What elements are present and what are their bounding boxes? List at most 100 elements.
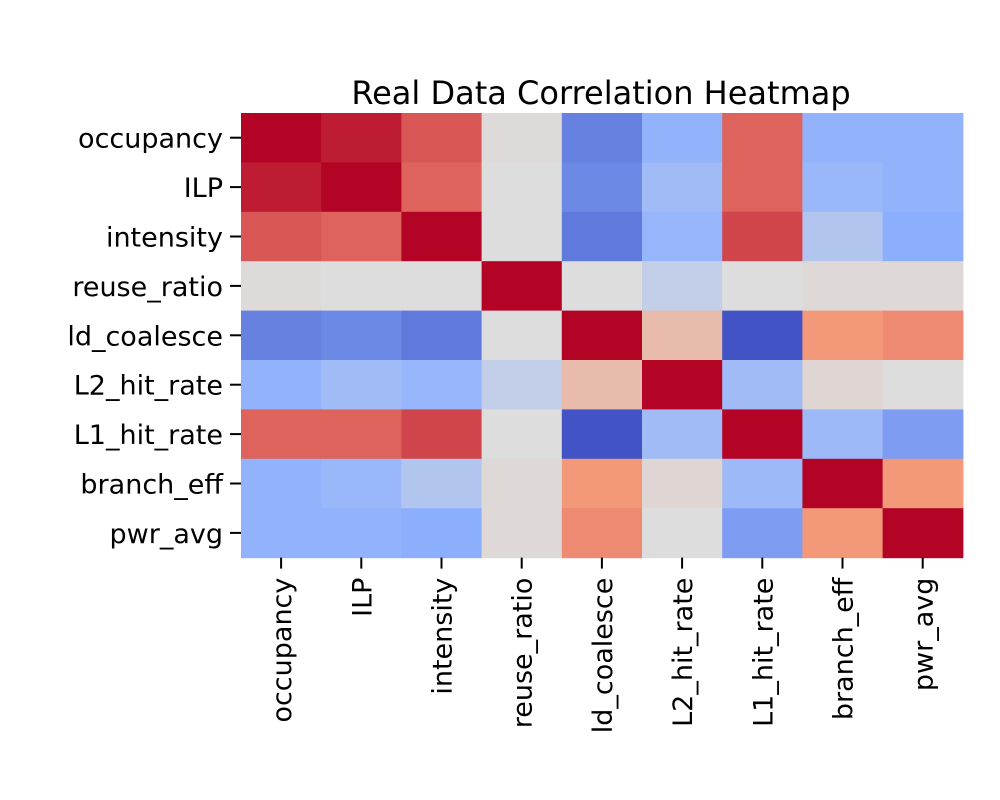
heatmap-cell-ld_coalesce-L2_hit_rate <box>642 310 723 361</box>
heatmap-cell-L2_hit_rate-L1_hit_rate <box>722 360 803 410</box>
heatmap-cell-pwr_avg-branch_eff <box>802 508 884 559</box>
heatmap-cell-occupancy-L2_hit_rate <box>642 113 723 163</box>
x-tick-label: ld_coalesce <box>588 578 619 734</box>
heatmap-cell-intensity-pwr_avg <box>882 211 964 262</box>
x-tick-label: pwr_avg <box>909 578 940 691</box>
y-axis-ticks: occupancy ILP intensity reuse_ratio ld_coale… <box>67 124 241 550</box>
heatmap-cell-intensity-reuse_ratio <box>481 211 563 262</box>
heatmap-cell-L2_hit_rate-L2_hit_rate <box>642 360 723 410</box>
heatmap-cell-L1_hit_rate-reuse_ratio <box>481 409 563 460</box>
heatmap-cell-ld_coalesce-branch_eff <box>802 310 884 361</box>
heatmap-cell-ld_coalesce-intensity <box>401 310 483 361</box>
heatmap-cell-L2_hit_rate-occupancy <box>241 360 322 410</box>
heatmap-cell-occupancy-branch_eff <box>802 113 884 163</box>
heatmap-cell-pwr_avg-L2_hit_rate <box>642 508 723 559</box>
heatmap-cell-L1_hit_rate-ILP <box>321 409 402 460</box>
heatmap-cell-occupancy-ILP <box>321 113 402 163</box>
heatmap-cell-branch_eff-branch_eff <box>802 458 884 509</box>
heatmap-cell-branch_eff-pwr_avg <box>882 458 964 509</box>
heatmap-cell-L2_hit_rate-pwr_avg <box>882 360 964 410</box>
heatmap-cell-L1_hit_rate-ld_coalesce <box>561 409 643 460</box>
heatmap-cell-intensity-branch_eff <box>802 211 884 262</box>
heatmap-cell-ld_coalesce-ld_coalesce <box>561 310 643 361</box>
heatmap-cell-L1_hit_rate-occupancy <box>241 409 322 460</box>
heatmap-cell-pwr_avg-L1_hit_rate <box>722 508 803 559</box>
heatmap-cell-branch_eff-ld_coalesce <box>561 458 643 509</box>
heatmap-cell-ILP-L1_hit_rate <box>722 162 803 213</box>
heatmap-cell-reuse_ratio-ld_coalesce <box>561 261 643 312</box>
heatmap-cells <box>241 113 964 559</box>
heatmap-cell-L1_hit_rate-intensity <box>401 409 483 460</box>
heatmap-cell-L2_hit_rate-intensity <box>401 360 483 410</box>
heatmap-cell-reuse_ratio-L2_hit_rate <box>642 261 723 312</box>
heatmap-cell-intensity-L1_hit_rate <box>722 211 803 262</box>
x-tick-label: intensity <box>428 578 459 695</box>
chart-title: Real Data Correlation Heatmap <box>351 74 850 112</box>
heatmap-cell-pwr_avg-ld_coalesce <box>561 508 643 559</box>
heatmap-cell-pwr_avg-intensity <box>401 508 483 559</box>
heatmap-cell-reuse_ratio-intensity <box>401 261 483 312</box>
heatmap-cell-pwr_avg-pwr_avg <box>882 508 964 559</box>
heatmap-cell-L1_hit_rate-branch_eff <box>802 409 884 460</box>
heatmap-cell-ILP-reuse_ratio <box>481 162 563 213</box>
heatmap-cell-ILP-branch_eff <box>802 162 884 213</box>
heatmap-cell-L2_hit_rate-ILP <box>321 360 402 410</box>
heatmap-cell-occupancy-reuse_ratio <box>481 113 563 163</box>
x-tick-label: reuse_ratio <box>508 578 539 729</box>
y-tick-label: occupancy <box>78 124 223 155</box>
heatmap-cell-L2_hit_rate-ld_coalesce <box>561 360 643 410</box>
heatmap-cell-reuse_ratio-reuse_ratio <box>481 261 563 312</box>
y-tick-label: ILP <box>184 173 223 204</box>
heatmap-cell-intensity-occupancy <box>241 211 322 262</box>
heatmap-cell-pwr_avg-ILP <box>321 508 402 559</box>
heatmap-cell-L1_hit_rate-pwr_avg <box>882 409 964 460</box>
heatmap-cell-occupancy-occupancy <box>241 113 322 163</box>
x-tick-label: ILP <box>347 578 378 617</box>
heatmap-cell-pwr_avg-reuse_ratio <box>481 508 563 559</box>
y-tick-label: L1_hit_rate <box>74 420 223 451</box>
heatmap-cell-branch_eff-L2_hit_rate <box>642 458 723 509</box>
x-tick-label: L2_hit_rate <box>668 578 699 727</box>
x-axis-ticks: occupancy ILP intensity reuse_ratio ld_coale… <box>267 557 940 734</box>
heatmap-cell-reuse_ratio-pwr_avg <box>882 261 964 312</box>
x-tick-label: branch_eff <box>829 576 860 720</box>
heatmap-cell-occupancy-L1_hit_rate <box>722 113 803 163</box>
heatmap-cell-L1_hit_rate-L2_hit_rate <box>642 409 723 460</box>
heatmap-cell-pwr_avg-occupancy <box>241 508 322 559</box>
y-tick-label: L2_hit_rate <box>74 371 223 402</box>
heatmap-cell-reuse_ratio-ILP <box>321 261 402 312</box>
heatmap-cell-occupancy-pwr_avg <box>882 113 964 163</box>
heatmap-cell-branch_eff-occupancy <box>241 458 322 509</box>
heatmap-cell-occupancy-ld_coalesce <box>561 113 643 163</box>
heatmap-cell-ILP-ILP <box>321 162 402 213</box>
heatmap-cell-ld_coalesce-pwr_avg <box>882 310 964 361</box>
heatmap-cell-reuse_ratio-branch_eff <box>802 261 884 312</box>
y-tick-label: pwr_avg <box>110 519 223 550</box>
heatmap-cell-intensity-intensity <box>401 211 483 262</box>
heatmap-cell-branch_eff-L1_hit_rate <box>722 458 803 509</box>
heatmap-cell-intensity-ld_coalesce <box>561 211 643 262</box>
y-tick-label: branch_eff <box>80 470 224 501</box>
heatmap-cell-ILP-intensity <box>401 162 483 213</box>
x-tick-label: L1_hit_rate <box>748 578 779 727</box>
heatmap-cell-reuse_ratio-L1_hit_rate <box>722 261 803 312</box>
heatmap-cell-L2_hit_rate-branch_eff <box>802 360 884 410</box>
heatmap-cell-ILP-L2_hit_rate <box>642 162 723 213</box>
heatmap-cell-ILP-pwr_avg <box>882 162 964 213</box>
heatmap-cell-L2_hit_rate-reuse_ratio <box>481 360 563 410</box>
heatmap-cell-ld_coalesce-occupancy <box>241 310 322 361</box>
heatmap-cell-intensity-L2_hit_rate <box>642 211 723 262</box>
heatmap-cell-L1_hit_rate-L1_hit_rate <box>722 409 803 460</box>
heatmap-cell-ld_coalesce-reuse_ratio <box>481 310 563 361</box>
heatmap-cell-ILP-ld_coalesce <box>561 162 643 213</box>
heatmap-cell-ld_coalesce-L1_hit_rate <box>722 310 803 361</box>
heatmap-cell-branch_eff-ILP <box>321 458 402 509</box>
heatmap-cell-occupancy-intensity <box>401 113 483 163</box>
y-tick-label: reuse_ratio <box>72 272 223 303</box>
y-tick-label: intensity <box>106 223 223 254</box>
x-tick-label: occupancy <box>267 578 298 723</box>
heatmap-cell-intensity-ILP <box>321 211 402 262</box>
heatmap-cell-branch_eff-intensity <box>401 458 483 509</box>
heatmap-cell-ILP-occupancy <box>241 162 322 213</box>
